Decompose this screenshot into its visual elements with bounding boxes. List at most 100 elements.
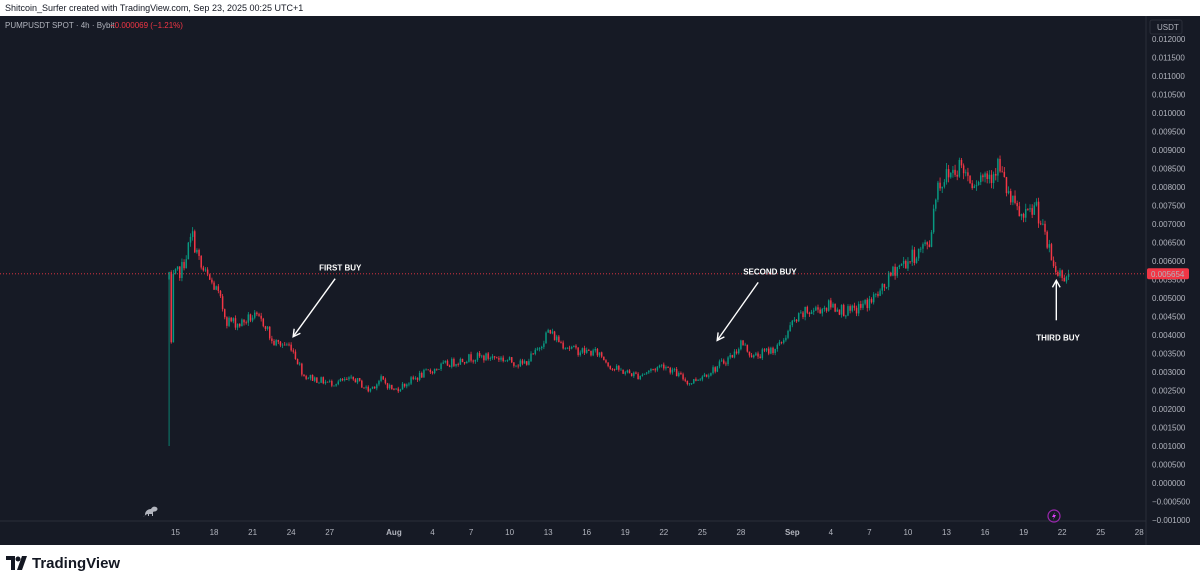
time-tick-label: 18	[210, 528, 219, 537]
candle-body	[474, 359, 477, 362]
candle-body	[506, 360, 509, 362]
candle-body	[493, 356, 496, 358]
chart-panel[interactable]: FIRST BUY SECOND BUY THIRD BUY 0.012000 0.0…	[0, 16, 1200, 545]
tradingview-logo-text: TradingView	[32, 554, 121, 572]
candle-body	[313, 377, 316, 381]
candle-body	[845, 315, 847, 317]
candle-body	[615, 365, 618, 370]
candle-body	[718, 361, 721, 367]
price-tick-label: 0.005000	[1152, 294, 1186, 303]
candle-body	[538, 348, 541, 349]
time-tick-label: 24	[287, 528, 296, 537]
candle-body	[472, 360, 474, 362]
tradingview-logo[interactable]: TradingView	[6, 553, 120, 573]
candle-body	[708, 375, 710, 377]
candle-body	[553, 331, 556, 341]
candle-body	[1057, 272, 1059, 276]
time-tick-label: 22	[659, 528, 668, 537]
time-tick-label: 10	[505, 528, 514, 537]
candle-body	[658, 365, 661, 368]
candle-body	[275, 340, 277, 346]
candle-body	[521, 360, 524, 364]
candle-body	[926, 242, 928, 245]
candle-body	[864, 299, 866, 304]
candle-body	[476, 353, 479, 360]
candle-body	[997, 158, 999, 176]
candle-body	[909, 261, 911, 263]
first-buy-arrow	[292, 278, 336, 338]
candle-body	[523, 361, 526, 364]
candle-body	[641, 374, 644, 376]
candle-body	[191, 231, 194, 237]
candle-body	[239, 323, 241, 327]
candle-body	[832, 303, 834, 308]
lightning-icon[interactable]	[1047, 509, 1061, 523]
candle-body	[1054, 266, 1057, 273]
candle-body	[645, 372, 648, 374]
time-axis[interactable]: 15 18 21 24 27 Aug 4 7 10 13 16 19 22 25 28 Sep 4 7 10 13 16…	[171, 528, 1144, 537]
candle-body	[286, 344, 288, 346]
second-buy-label: SECOND BUY	[743, 267, 797, 276]
candle-body	[939, 182, 941, 189]
candle-body	[253, 312, 256, 318]
candle-body	[337, 381, 340, 385]
candle-body	[870, 299, 873, 303]
candle-body	[543, 343, 545, 347]
candle-body	[502, 357, 504, 362]
candle-body	[324, 381, 327, 384]
candle-body	[892, 266, 894, 276]
dino-icon[interactable]	[143, 506, 158, 517]
candle-body	[451, 358, 453, 367]
candle-body	[234, 318, 237, 328]
price-axis[interactable]: 0.012000 0.011500 0.011000 0.010500 0.010000…	[1152, 35, 1191, 525]
candle-body	[440, 363, 442, 370]
candle-body	[917, 248, 920, 259]
candle-body	[879, 290, 881, 296]
time-tick-label: 19	[1019, 528, 1028, 537]
candle-body	[962, 165, 965, 174]
time-tick-label: 10	[903, 528, 912, 537]
currency-label[interactable]: USDT	[1149, 19, 1183, 35]
candle-body	[395, 388, 397, 390]
candle-body	[853, 305, 856, 308]
candle-body	[335, 384, 337, 386]
candle-body	[376, 384, 378, 389]
candle-body	[894, 266, 896, 276]
candle-body	[648, 370, 650, 373]
candle-body	[500, 357, 502, 360]
candle-body	[198, 249, 200, 256]
candle-body	[369, 388, 372, 392]
candle-body	[348, 377, 350, 380]
candle-body	[328, 381, 331, 382]
time-tick-label: Aug	[386, 528, 402, 537]
time-tick-label: 15	[171, 528, 180, 537]
time-tick-label: 25	[698, 528, 707, 537]
candle-body	[1044, 223, 1046, 232]
candle-body	[258, 314, 260, 316]
candle-body	[611, 368, 614, 370]
candle-body	[217, 286, 220, 291]
candle-body	[517, 365, 519, 367]
price-tick-label: 0.003000	[1152, 368, 1186, 377]
candle-body	[928, 244, 931, 247]
candle-body	[795, 319, 798, 322]
candle-body	[806, 306, 809, 313]
candle-body	[680, 373, 682, 375]
candle-body	[247, 314, 250, 323]
candle-body	[266, 326, 269, 329]
candle-body	[725, 363, 727, 365]
candle-body	[667, 367, 669, 368]
price-tick-label: 0.009500	[1152, 128, 1186, 137]
candle-body	[630, 373, 633, 377]
candle-body	[453, 358, 455, 366]
price-tick-label: 0.009000	[1152, 146, 1186, 155]
candle-body	[260, 315, 262, 319]
price-tick-label: 0.012000	[1152, 35, 1186, 44]
chart-attribution: Shitcoin_Surfer created with TradingView…	[5, 3, 304, 13]
candle-body	[956, 174, 958, 177]
price-tick-label: 0.008000	[1152, 183, 1186, 192]
price-tick-label: 0.004500	[1152, 313, 1186, 322]
candle-body	[1007, 191, 1010, 194]
candle-body	[1005, 177, 1008, 194]
